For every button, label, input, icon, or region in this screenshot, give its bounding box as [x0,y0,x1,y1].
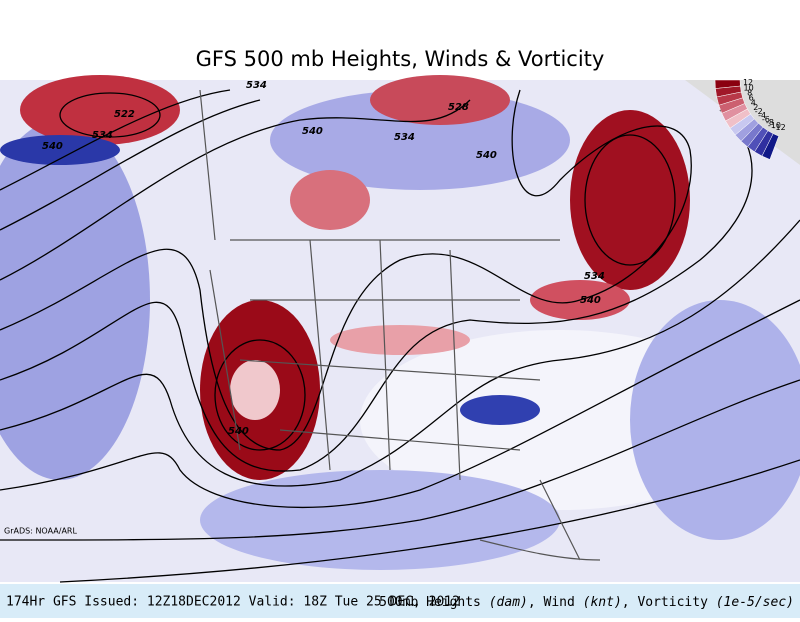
footer-part: (dam) [489,595,528,610]
contour-label: 522 [114,109,135,120]
legend-label: -2 [755,107,763,116]
contour-label: 540 [476,150,497,161]
credit: GrADS: NOAA/ARL [4,527,77,536]
map: 522 534 540 534 540 528 534 540 534 540 … [0,75,800,583]
footer-part: (1e-5/sec) [716,595,794,610]
legend-label: 6 [749,93,754,102]
footer-part: (knt) [583,595,622,610]
contour-label: 528 [448,102,469,113]
legend-label: 4 [751,98,756,107]
footer-right: 500mb Heights (dam), Wind (knt), Vortici… [379,595,794,610]
borders [199,89,601,561]
legend-label: -10 [768,121,781,130]
contour-label: 534 [584,271,605,282]
footer-left: 174Hr GFS Issued: 12Z18DEC2012 Valid: 18… [6,595,460,610]
vorticity-shading [0,75,800,570]
legend-swatch [761,133,780,160]
contour-label: 540 [228,426,249,437]
legend-label: -6 [762,115,770,124]
title: GFS 500 mb Heights, Winds & Vorticity [196,47,605,71]
contour-label: 534 [394,132,415,143]
footer-part: , Vorticity [622,595,716,610]
contour-labels: 522 534 540 534 540 528 534 540 534 540 … [42,80,605,437]
footer-part: 500mb Heights [379,595,489,610]
legend-label: 10 [743,83,753,92]
contour-label: 534 [246,80,267,91]
contours [0,89,800,583]
legend-label: 8 [747,88,752,97]
legend-label: -4 [758,111,766,120]
legend-label: 12 [743,78,753,87]
contour-label: 540 [302,126,323,137]
contour-label: 540 [580,295,601,306]
footer-part: , Wind [528,595,583,610]
legend-label: 2 [753,103,758,112]
legend-label: -8 [766,118,774,127]
legend-label: -12 [773,123,786,132]
contour-label: 534 [92,130,113,141]
footer-bar [0,584,800,618]
contour-label: 540 [42,141,63,152]
